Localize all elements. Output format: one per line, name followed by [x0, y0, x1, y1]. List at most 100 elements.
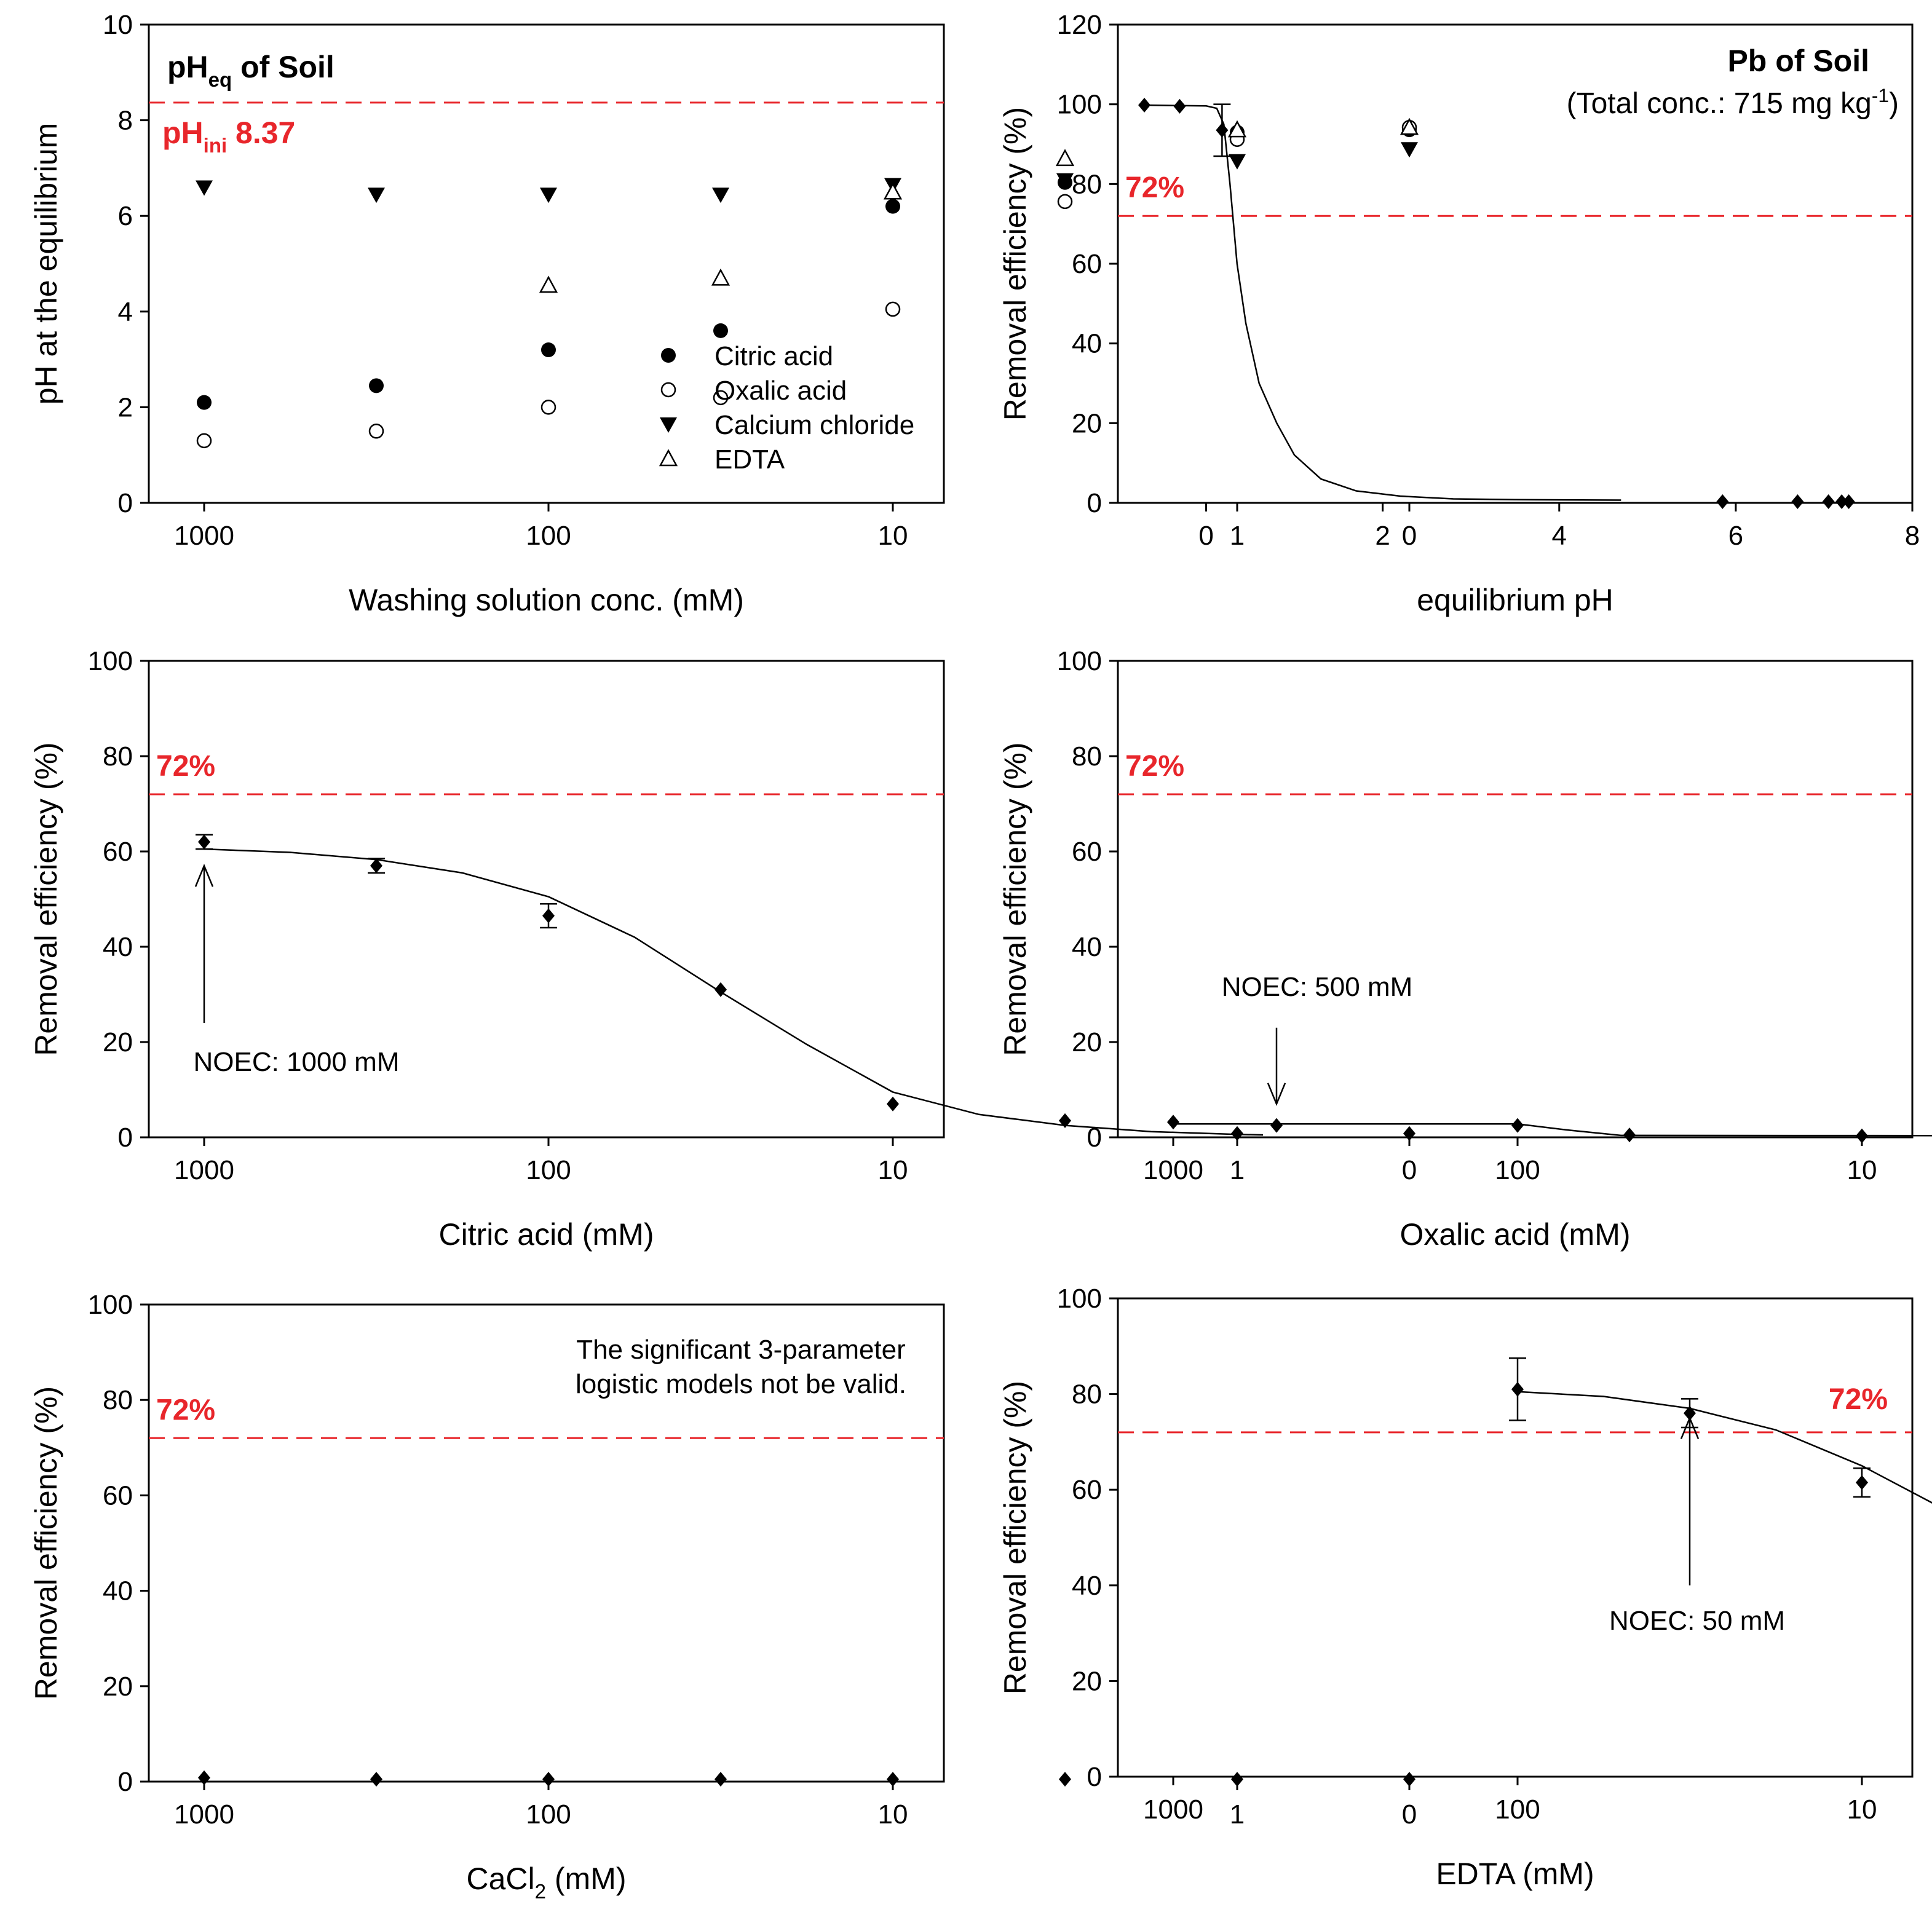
x-tick-label: 10: [878, 521, 908, 551]
data-point: [368, 424, 384, 439]
data-point: [712, 188, 729, 203]
y-tick-label: 0: [1087, 1762, 1102, 1792]
y-tick-label: 4: [118, 297, 133, 327]
data-point: [711, 268, 730, 286]
y-axis-label: pH at the equilibrium: [29, 123, 63, 405]
noec-label: NOEC: 500 mM: [1222, 972, 1413, 1002]
noec-arrow-head: [1267, 1083, 1286, 1107]
data-point: [1403, 1772, 1415, 1787]
x-tick-label: 2: [1375, 521, 1390, 551]
x-tick-label: 1000: [174, 1799, 234, 1830]
data-point: [368, 188, 385, 203]
y-tick-label: 100: [1057, 1284, 1102, 1314]
y-tick-label: 80: [1072, 1380, 1102, 1410]
data-point: [1059, 1113, 1071, 1128]
data-point: [1231, 1126, 1243, 1141]
data-point: [887, 1772, 899, 1787]
series-edta: [539, 117, 1419, 293]
y-tick-label: 20: [1072, 408, 1102, 438]
x-tick-label: 1000: [1143, 1795, 1203, 1825]
data-point: [369, 378, 384, 393]
x-tick-label: 1: [1230, 1799, 1245, 1830]
y-tick-label: 2: [118, 392, 133, 422]
y-tick-label: 120: [1057, 10, 1102, 40]
x-tick-label: 100: [1495, 1155, 1540, 1185]
data-point: [1400, 117, 1419, 135]
legend-label: Citric acid: [715, 341, 833, 371]
data-point: [541, 342, 556, 358]
data-point: [1055, 149, 1075, 167]
x-tick-label: 1000: [1143, 1155, 1203, 1185]
x-tick-label: 100: [526, 1155, 571, 1185]
data-point: [539, 275, 558, 293]
data-point: [1856, 1128, 1868, 1143]
noec-label: NOEC: 50 mM: [1609, 1606, 1785, 1636]
data-point: [197, 395, 212, 410]
y-tick-label: 80: [103, 1385, 133, 1415]
x-axis-label: Washing solution conc. (mM): [349, 583, 744, 617]
y-tick-label: 60: [103, 1480, 133, 1510]
data-point: [542, 908, 555, 923]
x-tick-label: 0: [1402, 1155, 1417, 1185]
y-tick-label: 100: [1057, 90, 1102, 120]
x-axis-label: Oxalic acid (mM): [1400, 1217, 1630, 1252]
legend-label: Calcium chloride: [715, 410, 914, 440]
data-point: [540, 400, 556, 415]
data-point: [370, 1772, 382, 1787]
data-point: [713, 323, 728, 338]
data-point: [1842, 494, 1855, 510]
legend-marker: [661, 348, 676, 363]
data-point: [1138, 97, 1151, 113]
chart-edta: 02040608010010001001010EDTA (mM)Removal …: [998, 1284, 1932, 1891]
data-point: [1511, 1381, 1524, 1397]
note-line: The significant 3-parameter: [576, 1335, 906, 1365]
x-tick-label: 1000: [174, 1155, 234, 1185]
x-tick-label: 0: [1402, 1799, 1417, 1830]
y-tick-label: 80: [103, 741, 133, 772]
legend-marker: [660, 417, 677, 433]
data-point: [1511, 1118, 1524, 1133]
series-oxalic-acid: [196, 120, 1417, 449]
data-point: [1227, 120, 1247, 138]
y-tick-label: 20: [103, 1672, 133, 1702]
data-point: [1791, 494, 1804, 510]
data-point: [196, 433, 212, 449]
data-point: [715, 982, 727, 997]
y-axis-label: Removal efficiency (%): [29, 742, 63, 1056]
x-tick-label: 100: [1495, 1795, 1540, 1825]
x-tick-label: 10: [878, 1799, 908, 1830]
y-tick-label: 10: [103, 10, 133, 40]
data-point: [1270, 1118, 1283, 1133]
data-point: [887, 1096, 899, 1112]
data-point: [370, 858, 382, 874]
data-point: [713, 390, 729, 406]
y-tick-label: 20: [1072, 1027, 1102, 1057]
x-tick-label: 8: [1905, 521, 1920, 551]
y-tick-label: 80: [1072, 169, 1102, 199]
x-axis-label: Citric acid (mM): [439, 1217, 654, 1252]
reference-label: 72%: [156, 750, 215, 783]
plot-frame: [1117, 660, 1914, 1139]
chart-subtitle: (Total conc.: 715 mg kg-1): [1567, 84, 1899, 120]
data-point: [1822, 494, 1835, 510]
plot-frame: [148, 660, 945, 1139]
x-axis-label: equilibrium pH: [1417, 583, 1613, 617]
x-tick-label: 0: [1402, 521, 1417, 551]
data-point: [1216, 122, 1229, 138]
data-point: [885, 301, 901, 317]
x-tick-label: 0: [1198, 521, 1213, 551]
y-tick-label: 60: [1072, 249, 1102, 279]
y-tick-label: 60: [1072, 1475, 1102, 1505]
data-point: [1856, 1475, 1868, 1490]
data-point: [883, 182, 903, 200]
y-tick-label: 0: [1087, 488, 1102, 518]
legend-label: Oxalic acid: [715, 376, 847, 406]
legend-marker: [660, 382, 676, 398]
y-tick-label: 80: [1072, 741, 1102, 772]
data-point: [1401, 142, 1418, 158]
y-tick-label: 40: [103, 1576, 133, 1606]
data-point: [885, 199, 900, 214]
